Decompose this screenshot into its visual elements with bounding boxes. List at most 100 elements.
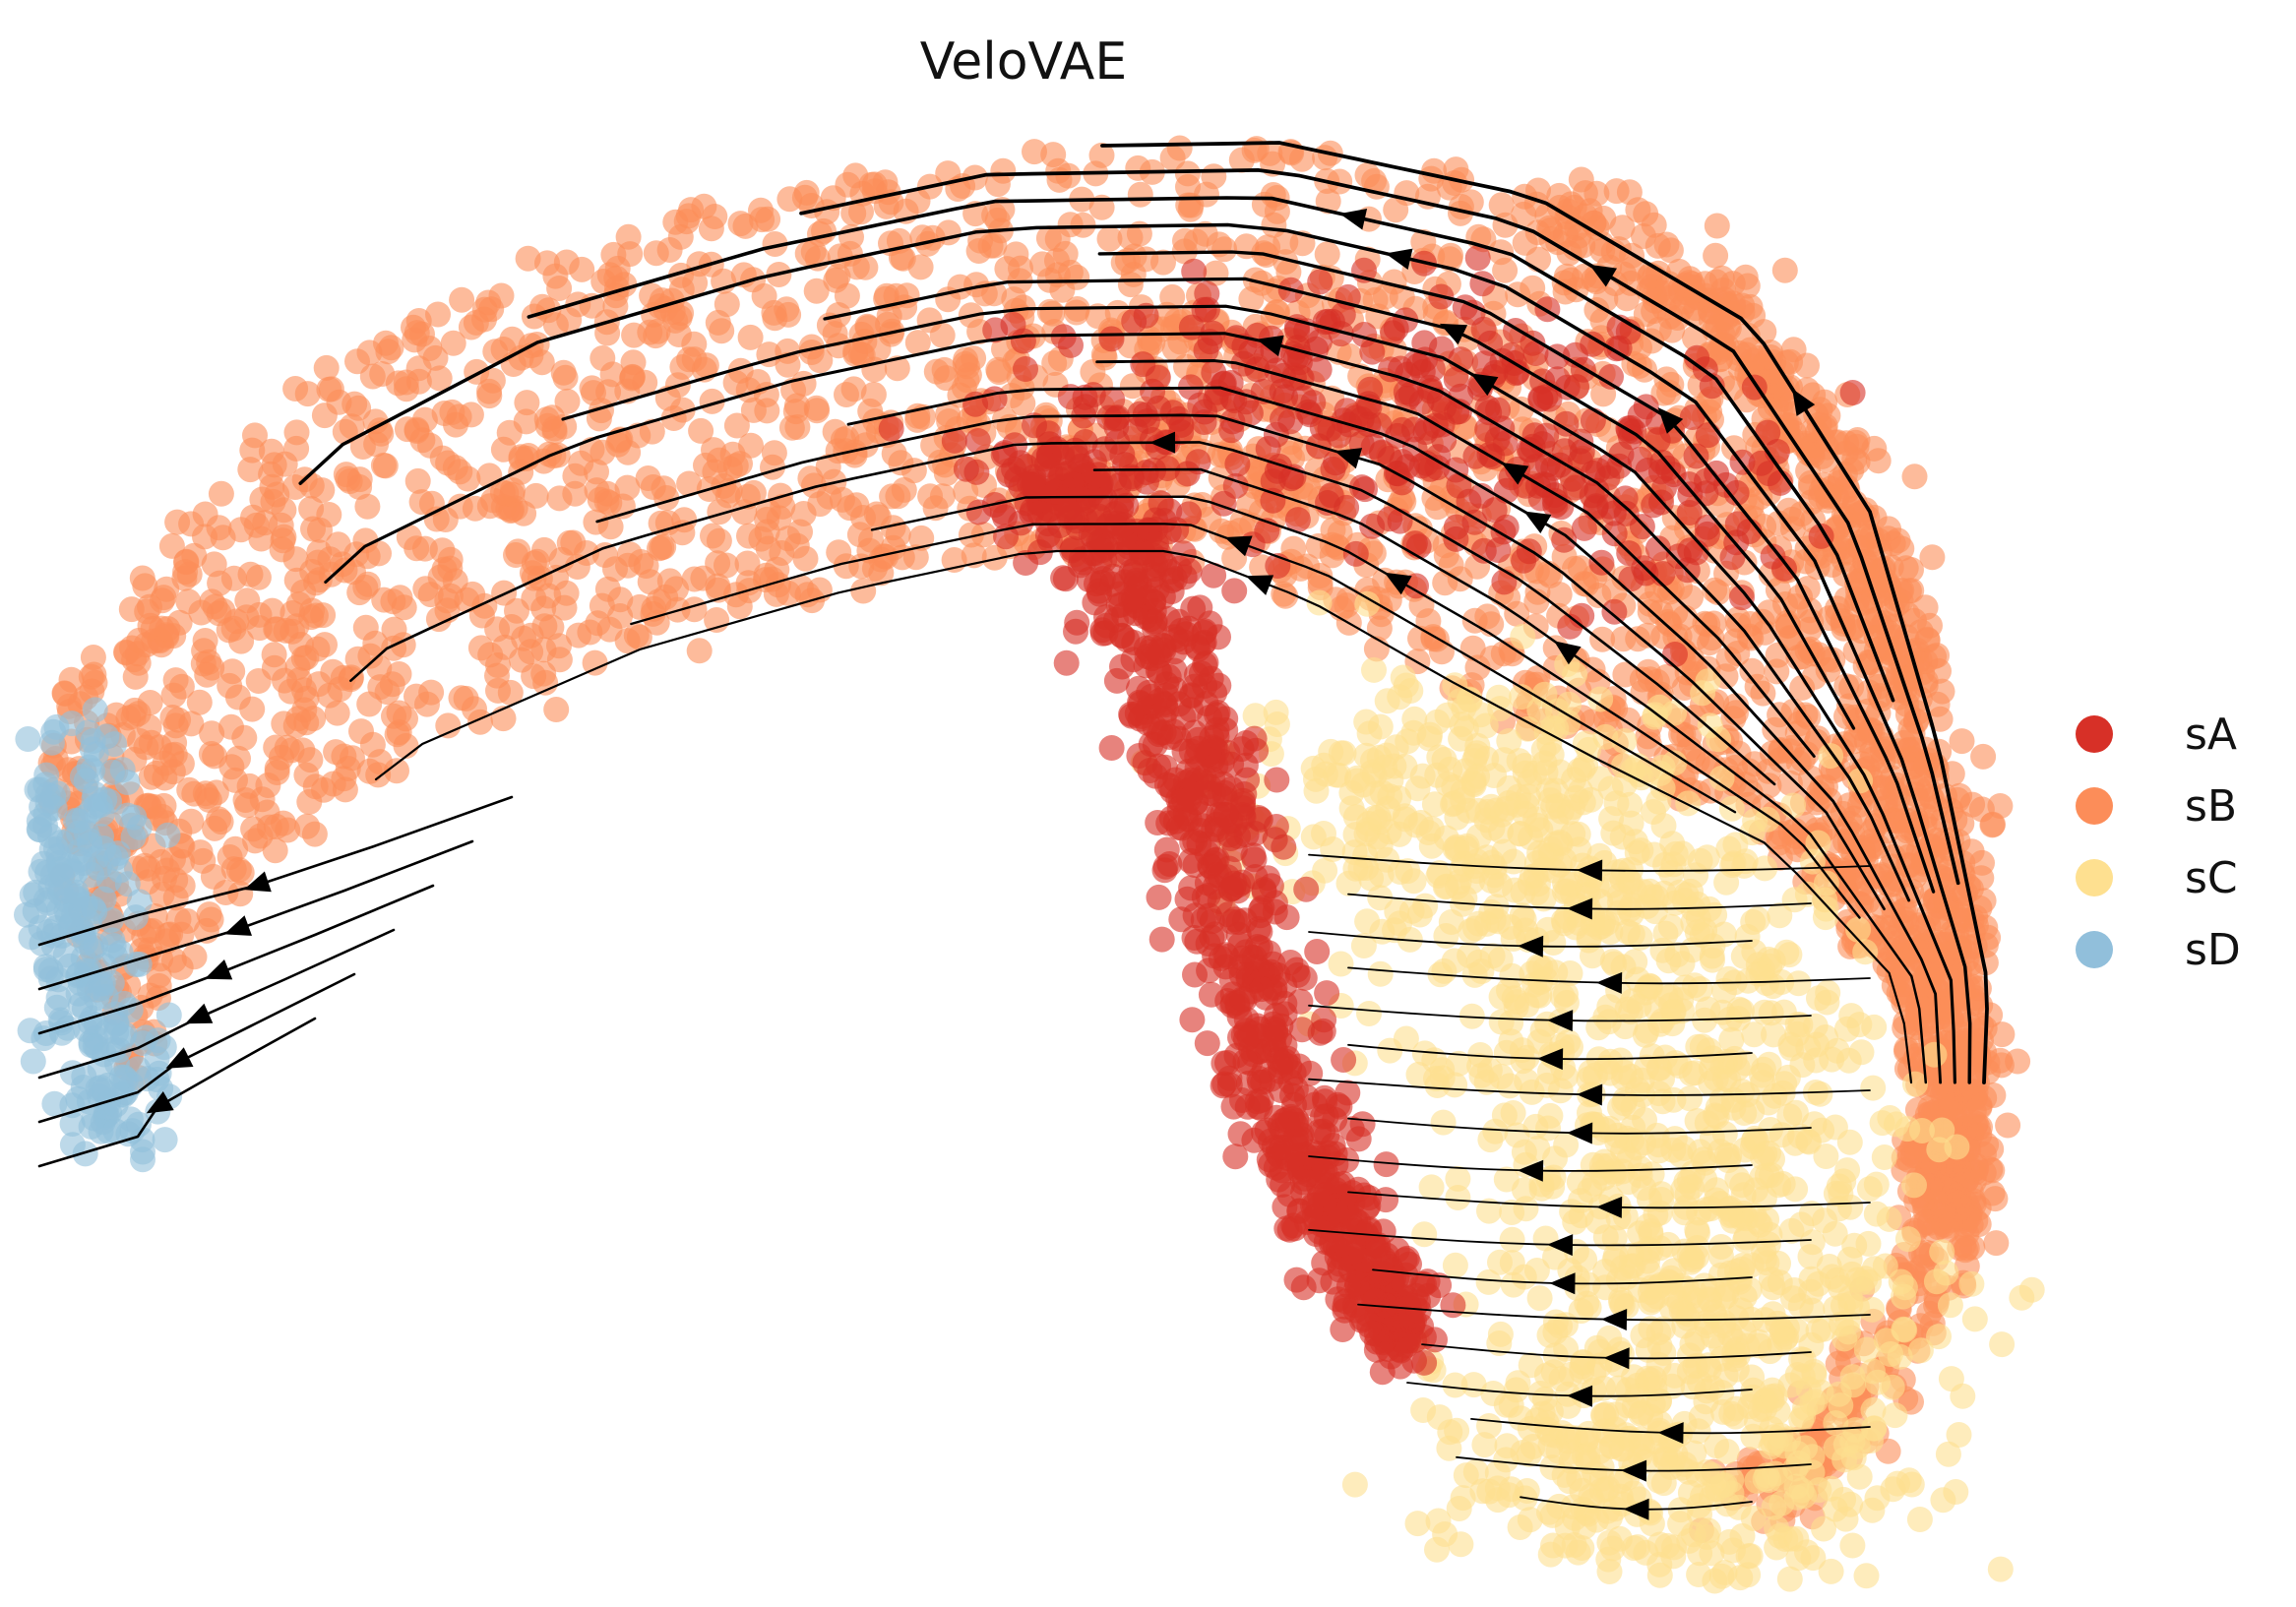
point-sC [1442, 1252, 1468, 1278]
point-sC [1651, 1445, 1678, 1471]
point-sB [126, 627, 153, 653]
point-sC [1588, 1159, 1615, 1186]
point-sB [391, 594, 417, 621]
point-sB [707, 499, 733, 525]
point-sC [1667, 1511, 1694, 1537]
point-sB [282, 376, 309, 402]
point-sC [1431, 958, 1458, 984]
point-sB [239, 696, 266, 722]
point-sB [1057, 212, 1084, 238]
point-sB [1771, 257, 1798, 283]
point-sB [103, 702, 130, 728]
point-sB [981, 232, 1008, 259]
point-sB [1867, 582, 1893, 608]
point-sB [1260, 303, 1286, 330]
point-sB [219, 658, 246, 685]
point-sC [1433, 923, 1459, 949]
point-sC [1818, 1475, 1844, 1502]
point-sC [1300, 824, 1327, 850]
point-sC [1891, 1283, 1916, 1310]
point-sB [784, 414, 811, 440]
point-sB [346, 473, 373, 500]
point-sB [860, 381, 887, 407]
point-sB [414, 691, 440, 717]
point-sB [1729, 292, 1756, 319]
point-sB [1745, 344, 1771, 371]
point-sC [1776, 1566, 1803, 1592]
point-sB [699, 388, 725, 414]
point-sC [1741, 1021, 1768, 1048]
point-sB [833, 438, 859, 464]
point-sB [1619, 256, 1645, 282]
point-sB [162, 667, 189, 694]
point-sB [1289, 146, 1315, 172]
point-sB [1438, 552, 1464, 579]
point-sC [1596, 1529, 1623, 1556]
point-sB [317, 546, 343, 573]
point-sB [188, 599, 215, 626]
point-sB [564, 554, 590, 580]
point-sB [1492, 257, 1519, 283]
point-sB [643, 240, 669, 267]
point-sB [823, 267, 849, 293]
point-sB [312, 632, 338, 658]
point-sB [1049, 277, 1076, 303]
point-sB [646, 588, 672, 615]
point-sC [1853, 1563, 1880, 1589]
point-sB [199, 720, 225, 747]
point-sB [449, 286, 475, 313]
point-sB [1609, 215, 1636, 241]
point-sC [1476, 1478, 1503, 1505]
point-sB [346, 580, 373, 606]
point-sB [408, 489, 435, 516]
point-sC [1627, 924, 1653, 951]
point-sC [1906, 1507, 1933, 1532]
point-sC [1848, 1039, 1875, 1066]
point-sC [1341, 1471, 1368, 1498]
point-sB [462, 696, 487, 722]
point-sB [1383, 197, 1409, 223]
point-sB [1989, 1021, 2016, 1048]
point-sB [803, 278, 830, 304]
point-sB [1362, 286, 1389, 313]
point-sB [765, 572, 791, 598]
point-sB [706, 527, 732, 554]
point-sC [1510, 623, 1536, 649]
point-sB [593, 488, 620, 515]
point-sB [240, 504, 266, 530]
point-sB [169, 873, 196, 899]
point-sB [556, 307, 583, 334]
point-sB [264, 481, 290, 508]
point-sC [1611, 728, 1638, 754]
point-sC [1711, 1560, 1738, 1585]
point-sC [1751, 1246, 1777, 1272]
point-sB [594, 320, 621, 346]
point-sC [1507, 1514, 1533, 1540]
point-sB [1893, 1038, 1919, 1065]
point-sC [1568, 1298, 1594, 1325]
point-sB [803, 395, 830, 421]
point-sB [1096, 225, 1123, 252]
point-sC [1926, 1324, 1952, 1350]
point-sB [261, 642, 287, 668]
point-sB [434, 587, 461, 614]
point-sB [1968, 865, 1995, 892]
point-sB [381, 635, 407, 661]
point-sB [551, 413, 578, 440]
point-sC [1367, 960, 1394, 987]
point-sC [1356, 1001, 1382, 1026]
point-sC [1882, 1402, 1908, 1429]
point-sC [1859, 1497, 1886, 1523]
point-sB [543, 697, 570, 722]
point-sB [668, 277, 695, 303]
point-sB [794, 240, 821, 267]
point-sC [1800, 1545, 1827, 1572]
point-sB [1366, 615, 1393, 642]
point-sC [1852, 939, 1879, 965]
point-sB [1702, 577, 1728, 603]
point-sC [1356, 720, 1383, 747]
point-sB [1955, 1205, 1982, 1230]
point-sC [1864, 1369, 1891, 1395]
point-sC [1412, 893, 1439, 919]
point-sB [1044, 248, 1070, 274]
